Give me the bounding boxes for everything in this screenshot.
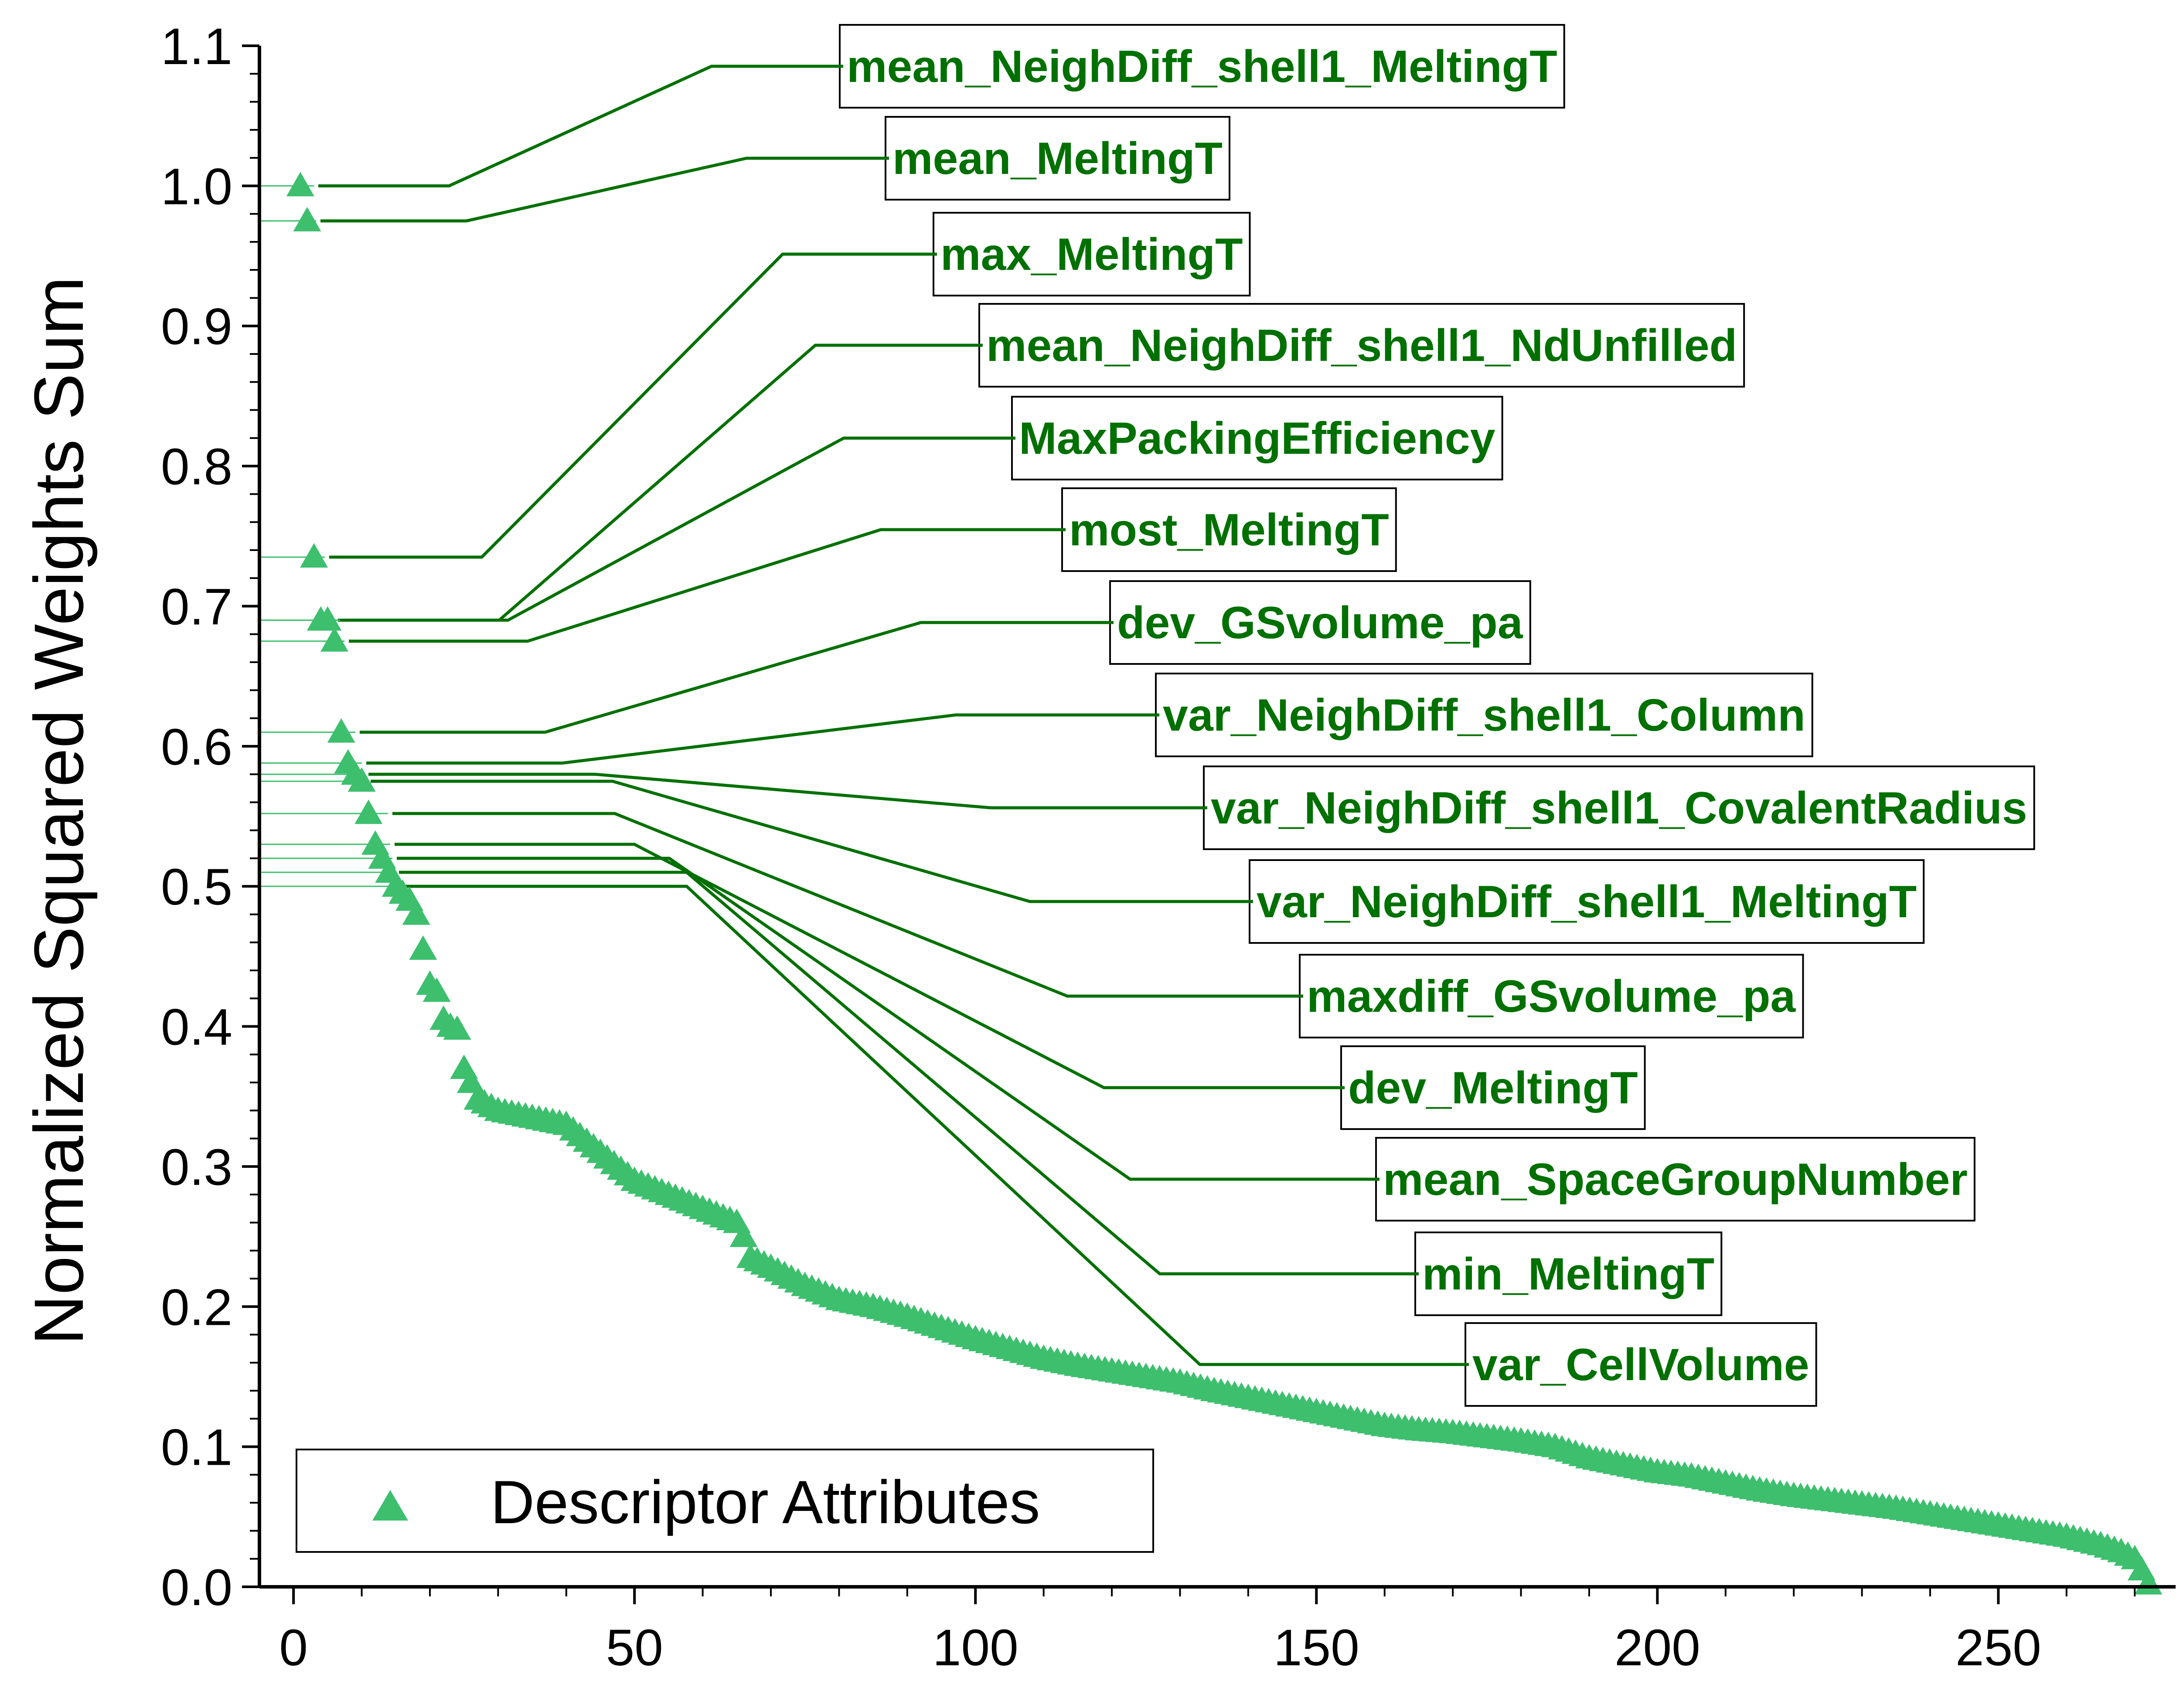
annotation-connector bbox=[338, 344, 990, 622]
annotation-box bbox=[1109, 580, 1531, 665]
x-tick-label: 200 bbox=[1615, 1619, 1700, 1677]
data-point bbox=[300, 543, 328, 568]
data-point bbox=[320, 627, 349, 652]
annotation-box bbox=[1375, 1137, 1976, 1221]
annotation-box bbox=[978, 303, 1745, 388]
annotation-label: var_NeighDiff_shell1_MeltingT bbox=[1257, 877, 1917, 927]
data-point bbox=[354, 800, 383, 824]
annotation: mean_SpaceGroupNumber bbox=[1369, 1137, 1976, 1221]
legend-triangle-icon bbox=[372, 1490, 408, 1521]
annotation-label: mean_NeighDiff_shell1_MeltingT bbox=[847, 41, 1557, 92]
annotation-box bbox=[1203, 766, 2035, 850]
y-tick-label: 0.4 bbox=[161, 999, 232, 1056]
legend-label: Descriptor Attributes bbox=[490, 1468, 1040, 1536]
y-tick-label: 0.3 bbox=[161, 1139, 232, 1196]
annotation-connector bbox=[368, 772, 1214, 810]
annotation-label: var_NeighDiff_shell1_Column bbox=[1163, 690, 1805, 741]
annotation-connector bbox=[344, 436, 1022, 622]
data-point bbox=[729, 1222, 758, 1247]
legend-box bbox=[296, 1449, 1154, 1553]
data-markers bbox=[286, 172, 2163, 1595]
annotation-label: dev_GSvolume_pa bbox=[1117, 598, 1523, 648]
y-tick-label: 0.9 bbox=[161, 298, 232, 356]
annotation-box bbox=[839, 24, 1565, 109]
annotation-box bbox=[1340, 1045, 1646, 1130]
annotation: MaxPackingEfficiency bbox=[1005, 396, 1503, 480]
x-tick-label: 250 bbox=[1955, 1619, 2041, 1677]
x-tick-label: 0 bbox=[279, 1619, 308, 1677]
annotation-label: var_NeighDiff_shell1_CovalentRadius bbox=[1211, 783, 2027, 834]
annotation-label: maxdiff_GSvolume_pa bbox=[1307, 971, 1796, 1022]
annotation-label: dev_MeltingT bbox=[1348, 1063, 1638, 1113]
annotation-connector bbox=[399, 871, 1426, 1276]
annotation: dev_MeltingT bbox=[1334, 1045, 1646, 1130]
data-point bbox=[347, 767, 376, 792]
y-tick-label: 0.5 bbox=[161, 858, 232, 916]
y-tick-label: 0.7 bbox=[161, 578, 232, 636]
legend: Descriptor Attributes bbox=[296, 1449, 1154, 1553]
annotation: var_NeighDiff_shell1_Column bbox=[1149, 673, 1813, 757]
annotation-connector bbox=[349, 528, 1073, 643]
data-point bbox=[327, 718, 355, 743]
annotation-labels: mean_NeighDiff_shell1_MeltingT mean_Melti… bbox=[833, 24, 2035, 1407]
y-tick-label: 0.1 bbox=[161, 1419, 232, 1477]
annotation-connector bbox=[320, 157, 896, 223]
x-tick-label: 150 bbox=[1274, 1619, 1359, 1677]
annotation-label: mean_SpaceGroupNumber bbox=[1383, 1154, 1968, 1205]
data-point bbox=[313, 606, 342, 631]
annotation: var_NeighDiff_shell1_CovalentRadius bbox=[1197, 766, 2035, 850]
data-point bbox=[422, 977, 451, 1002]
annotation: mean_MeltingT bbox=[879, 116, 1230, 201]
y-tick-label: 0.8 bbox=[161, 438, 232, 496]
annotation-connector bbox=[371, 779, 1260, 903]
y-tick-label: 0.2 bbox=[161, 1279, 232, 1336]
axes: 0.0 0.1 0.2 0.3 0.4 0.5 0.6 0.7 0.8 0.9 1.0 1.1 0 50 1… bbox=[161, 18, 2176, 1677]
data-point bbox=[286, 172, 314, 197]
annotation-connector bbox=[403, 885, 1476, 1366]
annotation-box bbox=[1414, 1232, 1723, 1316]
data-point bbox=[293, 207, 321, 231]
annotation-box bbox=[1155, 673, 1813, 757]
y-tick-label: 0.0 bbox=[161, 1559, 232, 1616]
annotation-label: min_MeltingT bbox=[1422, 1249, 1714, 1300]
annotation: mean_NeighDiff_shell1_MeltingT bbox=[833, 24, 1565, 109]
annotation-label: most_MeltingT bbox=[1069, 505, 1389, 555]
annotation: var_CellVolume bbox=[1458, 1322, 1817, 1407]
annotation: max_MeltingT bbox=[926, 212, 1251, 296]
annotation-box bbox=[885, 116, 1230, 201]
y-tick-label: 1.0 bbox=[161, 158, 232, 215]
annotation-connector bbox=[392, 812, 1310, 998]
data-point bbox=[409, 935, 437, 960]
data-point bbox=[443, 1015, 471, 1040]
annotation-label: var_CellVolume bbox=[1472, 1340, 1809, 1390]
annotation: dev_GSvolume_pa bbox=[1103, 580, 1531, 665]
annotation-label: max_MeltingT bbox=[940, 229, 1243, 280]
annotation-label: MaxPackingEfficiency bbox=[1019, 413, 1495, 464]
y-tick-label: 1.1 bbox=[161, 18, 232, 75]
annotation-connector bbox=[366, 713, 1166, 765]
annotation-label: mean_MeltingT bbox=[892, 133, 1223, 184]
annotation-connector bbox=[329, 252, 944, 559]
annotation-connector bbox=[395, 843, 1352, 1089]
annotation-connector bbox=[360, 621, 1121, 734]
y-tick-label: 0.6 bbox=[161, 718, 232, 776]
annotation: min_MeltingT bbox=[1408, 1232, 1723, 1316]
annotation: mean_NeighDiff_shell1_NdUnfilled bbox=[972, 303, 1745, 388]
annotation-label: mean_NeighDiff_shell1_NdUnfilled bbox=[986, 320, 1737, 371]
x-tick-label: 100 bbox=[933, 1619, 1018, 1677]
data-point bbox=[402, 900, 430, 925]
annotation: maxdiff_GSvolume_pa bbox=[1293, 954, 1804, 1038]
annotation-connector bbox=[318, 65, 850, 187]
annotation: var_NeighDiff_shell1_MeltingT bbox=[1243, 859, 1925, 944]
annotation-box bbox=[1299, 954, 1804, 1038]
annotation: most_MeltingT bbox=[1055, 487, 1397, 572]
annotation-box bbox=[1011, 396, 1503, 480]
x-tick-label: 50 bbox=[606, 1619, 663, 1677]
y-axis-title: Normalized Squared Weights Sum bbox=[20, 276, 98, 1345]
annotation-box bbox=[1465, 1322, 1817, 1407]
annotation-connector bbox=[397, 857, 1386, 1181]
